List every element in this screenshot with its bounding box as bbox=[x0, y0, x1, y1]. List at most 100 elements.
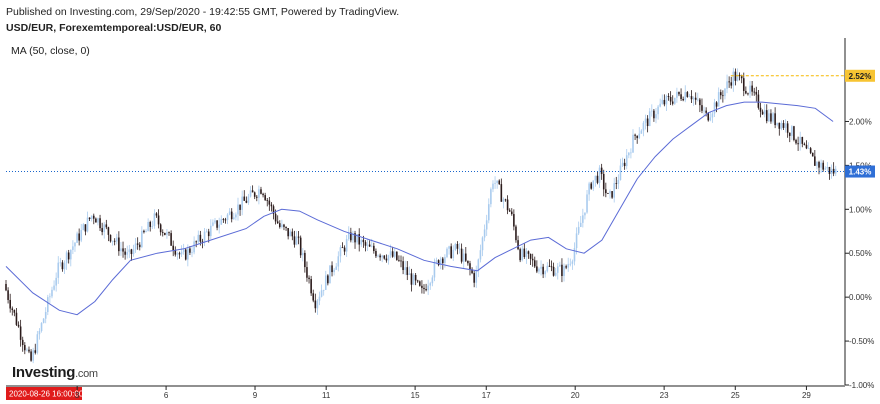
candle-body bbox=[95, 218, 97, 223]
candle-body bbox=[122, 248, 124, 252]
candle-body bbox=[479, 250, 482, 260]
candle bbox=[383, 255, 386, 260]
candle bbox=[249, 186, 252, 198]
candle bbox=[510, 208, 513, 216]
candle bbox=[335, 263, 338, 270]
candle bbox=[657, 104, 659, 120]
candle-body bbox=[559, 264, 561, 267]
candle-body bbox=[400, 260, 402, 262]
candle bbox=[663, 94, 666, 107]
candle-body bbox=[586, 194, 588, 213]
candle-body bbox=[99, 218, 101, 229]
candle-body bbox=[249, 190, 252, 197]
symbol-title: USD/EUR, Forexemtemporeal:USD/EUR, 60 bbox=[6, 22, 222, 34]
candle bbox=[97, 217, 99, 226]
x-tick-label: 6 bbox=[164, 391, 169, 400]
candle bbox=[103, 222, 106, 239]
candle bbox=[682, 96, 684, 102]
candle bbox=[571, 259, 574, 270]
candle bbox=[107, 226, 110, 242]
candle-body bbox=[448, 246, 450, 249]
candle-body bbox=[544, 271, 547, 275]
candle-body bbox=[600, 167, 603, 174]
candle-body bbox=[782, 123, 785, 128]
candle bbox=[519, 247, 521, 263]
candle-body bbox=[182, 249, 185, 252]
candle bbox=[7, 287, 9, 304]
candle-body bbox=[295, 236, 298, 245]
candle-body bbox=[207, 231, 210, 237]
candle-body bbox=[237, 204, 239, 215]
candle bbox=[11, 306, 14, 316]
candle bbox=[289, 229, 292, 237]
candle-body bbox=[450, 246, 452, 259]
candle bbox=[661, 94, 664, 105]
candle-body bbox=[19, 326, 22, 340]
candle-body bbox=[452, 249, 455, 259]
candle-body bbox=[533, 260, 536, 267]
candle bbox=[34, 343, 37, 355]
candle bbox=[717, 87, 720, 107]
candle bbox=[164, 232, 166, 236]
candle-body bbox=[113, 240, 116, 242]
candle-body bbox=[477, 259, 480, 272]
candle bbox=[579, 215, 582, 228]
candle bbox=[498, 179, 501, 185]
candle-body bbox=[310, 279, 312, 294]
candle-body bbox=[485, 220, 488, 230]
candle bbox=[747, 92, 749, 96]
candle bbox=[824, 166, 827, 171]
candle-body bbox=[316, 300, 319, 309]
candle-body bbox=[579, 222, 582, 227]
candle bbox=[72, 240, 74, 255]
candle-body bbox=[356, 234, 358, 243]
candle bbox=[479, 244, 482, 263]
candle-body bbox=[498, 180, 501, 185]
candle-body bbox=[805, 144, 808, 149]
candle-body bbox=[605, 189, 607, 194]
candle bbox=[782, 120, 785, 130]
candle-body bbox=[385, 258, 388, 261]
y-tick-label: 0.00% bbox=[849, 293, 872, 302]
candle bbox=[379, 253, 381, 261]
candle bbox=[180, 245, 183, 257]
candle-body bbox=[582, 215, 584, 223]
candle bbox=[711, 111, 714, 123]
candle-body bbox=[147, 221, 149, 232]
candle-body bbox=[97, 218, 99, 223]
candle-body bbox=[818, 162, 820, 168]
candle-body bbox=[74, 242, 76, 247]
candle bbox=[439, 256, 442, 270]
candle bbox=[15, 308, 18, 326]
candle-body bbox=[465, 253, 467, 261]
candle-body bbox=[682, 98, 684, 101]
candle bbox=[623, 158, 626, 170]
candle-body bbox=[475, 271, 478, 283]
candle-body bbox=[222, 219, 225, 220]
candle bbox=[525, 247, 528, 264]
candle-body bbox=[368, 244, 371, 247]
candle-body bbox=[799, 136, 801, 145]
candle bbox=[90, 215, 93, 222]
candle-body bbox=[341, 247, 344, 249]
candle-body bbox=[824, 168, 827, 170]
candle-body bbox=[556, 266, 559, 273]
candle bbox=[734, 68, 737, 86]
candle bbox=[648, 108, 651, 127]
candle-body bbox=[270, 204, 273, 207]
candle-body bbox=[609, 191, 611, 194]
candle bbox=[832, 162, 835, 177]
candle-body bbox=[375, 251, 377, 257]
candle bbox=[86, 211, 89, 233]
candle-body bbox=[692, 97, 695, 100]
candle bbox=[678, 91, 680, 97]
candle-body bbox=[15, 312, 18, 325]
candle-body bbox=[203, 231, 206, 243]
candle-body bbox=[258, 189, 260, 198]
candle bbox=[239, 204, 241, 216]
candle-body bbox=[132, 249, 135, 255]
candle bbox=[791, 125, 793, 140]
candle-body bbox=[283, 224, 285, 227]
candle-body bbox=[243, 196, 246, 201]
